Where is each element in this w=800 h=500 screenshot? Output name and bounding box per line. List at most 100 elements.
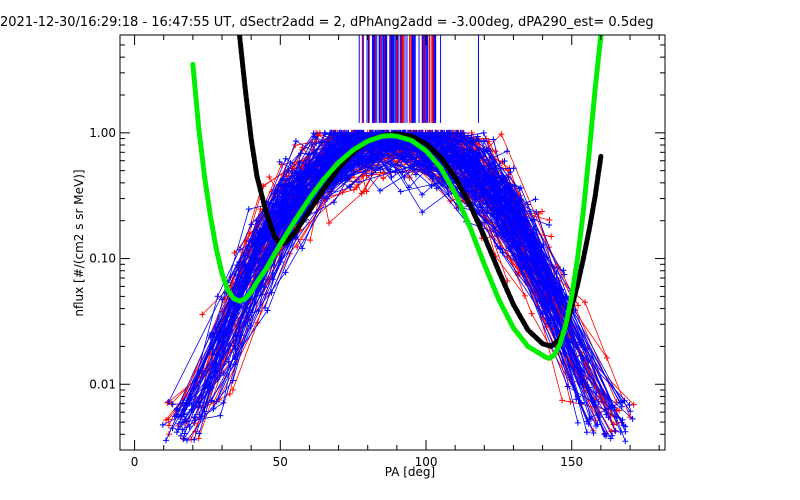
x-tick-label: 150 xyxy=(560,455,583,469)
data-point xyxy=(433,185,440,192)
data-point xyxy=(353,184,360,191)
data-point xyxy=(181,430,188,437)
data-point xyxy=(569,347,576,354)
data-point xyxy=(188,436,195,443)
data-point xyxy=(575,302,582,309)
data-point xyxy=(165,399,172,406)
data-trace xyxy=(168,159,612,439)
data-point xyxy=(558,286,565,293)
data-point xyxy=(177,432,184,439)
data-point xyxy=(331,199,338,206)
data-point xyxy=(419,161,426,168)
data-point xyxy=(226,390,233,397)
data-point xyxy=(513,256,520,263)
data-point xyxy=(169,401,176,408)
data-point xyxy=(282,269,289,276)
data-point xyxy=(217,412,224,419)
data-point xyxy=(265,251,272,258)
x-axis: 0 50 100 150 xyxy=(131,35,660,469)
data-point xyxy=(272,194,279,201)
data-point xyxy=(220,369,227,376)
data-point xyxy=(412,171,419,178)
y-tick-label: 0.01 xyxy=(89,377,116,391)
data-point xyxy=(619,416,626,423)
data-point xyxy=(502,189,509,196)
y-axis-label: nflux [#/(cm2 s sr MeV)] xyxy=(72,169,86,316)
data-point xyxy=(180,436,187,443)
data-point xyxy=(248,221,255,228)
data-trace xyxy=(219,132,527,337)
plot-frame xyxy=(119,34,666,451)
data-point xyxy=(585,420,592,427)
data-point xyxy=(346,183,353,190)
data-point xyxy=(294,169,301,176)
data-point xyxy=(529,260,536,267)
data-point xyxy=(559,397,566,404)
data-point xyxy=(562,294,569,301)
data-point xyxy=(517,184,524,191)
data-point xyxy=(305,151,312,158)
data-point xyxy=(387,168,394,175)
data-point xyxy=(459,152,466,159)
data-point xyxy=(411,162,418,169)
data-point xyxy=(484,148,491,155)
data-point xyxy=(419,209,426,216)
data-point xyxy=(538,300,545,307)
data-point xyxy=(196,430,203,437)
data-point xyxy=(397,188,404,195)
data-point xyxy=(324,155,331,162)
data-point xyxy=(480,129,487,136)
data-point xyxy=(474,133,481,140)
data-trace xyxy=(176,140,625,433)
data-point xyxy=(419,129,426,136)
data-point xyxy=(586,414,593,421)
data-point xyxy=(595,399,602,406)
data-point xyxy=(370,159,377,166)
data-point xyxy=(214,293,221,300)
data-point xyxy=(620,422,627,429)
data-point xyxy=(266,173,273,180)
data-point xyxy=(579,367,586,374)
data-trace xyxy=(191,143,501,406)
data-point xyxy=(184,437,191,444)
data-point xyxy=(234,340,241,347)
data-point xyxy=(213,398,220,405)
data-point xyxy=(164,399,171,406)
data-point xyxy=(583,429,590,436)
data-point xyxy=(232,271,239,278)
data-point xyxy=(616,407,623,414)
data-point xyxy=(245,206,252,213)
data-point xyxy=(573,396,580,403)
data-point xyxy=(459,135,466,142)
x-tick-label: 0 xyxy=(131,455,139,469)
y-tick-label: 0.10 xyxy=(89,252,116,266)
data-point xyxy=(315,168,322,175)
data-point xyxy=(242,262,249,269)
data-point xyxy=(548,233,555,240)
chart-title: 2021-12-30/16:29:18 - 16:47:55 UT, dSect… xyxy=(0,15,654,30)
fit-curves-group xyxy=(190,35,604,362)
data-point xyxy=(255,229,262,236)
data-point xyxy=(429,129,436,136)
data-point xyxy=(311,134,318,141)
data-point xyxy=(165,416,172,423)
data-point xyxy=(292,137,299,144)
data-point xyxy=(510,165,517,172)
data-point xyxy=(387,161,394,168)
data-point xyxy=(207,334,214,341)
data-point xyxy=(257,206,264,213)
data-point xyxy=(287,160,294,167)
data-point xyxy=(580,355,587,362)
data-point xyxy=(322,131,329,138)
y-tick-label: 1.00 xyxy=(89,126,116,140)
x-tick-label: 50 xyxy=(273,455,288,469)
data-point xyxy=(210,405,217,412)
data-point xyxy=(305,162,312,169)
data-point xyxy=(539,208,546,215)
data-point xyxy=(372,167,379,174)
data-point xyxy=(231,361,238,368)
data-point xyxy=(175,420,182,427)
data-point xyxy=(419,191,426,198)
data-point xyxy=(294,243,301,250)
